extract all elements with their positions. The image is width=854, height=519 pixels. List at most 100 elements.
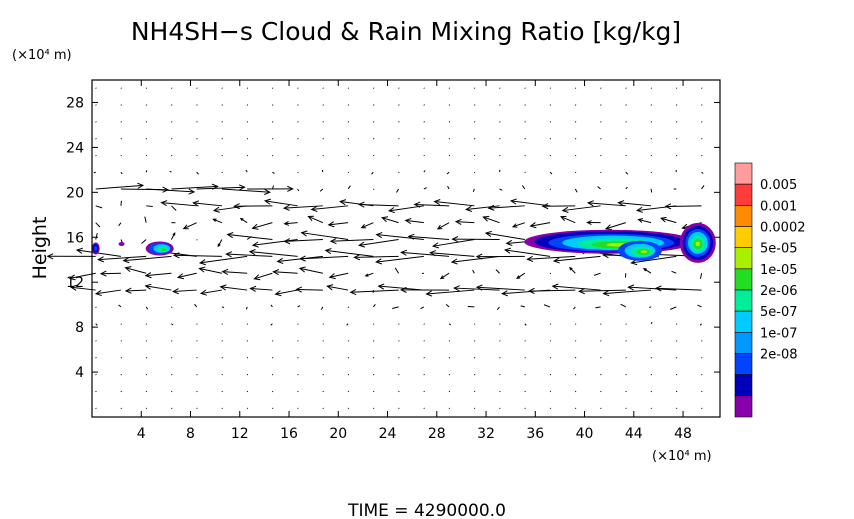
wind-vector (76, 249, 122, 257)
wind-vector (297, 340, 299, 342)
wind-vector (245, 169, 248, 173)
wind-vector (675, 407, 678, 410)
y-tick-label: 20 (66, 185, 84, 201)
wind-vector (625, 357, 627, 359)
wind-vector-head (431, 242, 439, 249)
wind-vector (499, 390, 501, 393)
wind-vector (320, 306, 324, 310)
wind-vector (524, 104, 526, 106)
wind-vector-head (221, 268, 229, 275)
wind-vector (701, 137, 703, 140)
wind-vector (524, 340, 526, 342)
x-tick-label: 44 (625, 426, 643, 442)
wind-vector (440, 272, 450, 279)
wind-vector-head (399, 286, 407, 293)
wind-vector (347, 171, 350, 174)
wind-vector (271, 357, 274, 359)
wind-vector (600, 87, 602, 89)
wind-vector (701, 357, 703, 359)
wind-vector-head (212, 206, 220, 213)
colorbar-label: 0.0002 (760, 221, 806, 236)
wind-vector-head (46, 253, 54, 260)
wind-vector (398, 357, 400, 359)
wind-vector (271, 373, 274, 376)
wind-vector (574, 407, 577, 410)
wind-vector (354, 255, 399, 258)
wind-vector (222, 271, 248, 274)
wind-vector (446, 171, 450, 175)
wind-vector (270, 323, 273, 326)
wind-vector-head (551, 283, 559, 290)
y-tick-label: 4 (75, 365, 84, 381)
wind-vector (701, 104, 703, 106)
wind-vector (423, 87, 425, 89)
wind-vector (448, 121, 451, 123)
wind-vector-head (172, 288, 179, 295)
wind-vector (325, 249, 374, 257)
wind-vector (454, 287, 500, 291)
wind-vector (485, 232, 525, 241)
wind-vector-head (429, 250, 436, 257)
wind-vector (322, 340, 324, 342)
wind-vector (398, 137, 400, 140)
wind-vector-head (475, 253, 483, 260)
wind-vector (145, 87, 148, 89)
wind-vector (213, 218, 223, 224)
wind-vector (527, 255, 576, 260)
wind-vector (246, 373, 249, 376)
wind-vector (448, 407, 451, 410)
wind-vector (196, 373, 198, 376)
colorbar-label: 0.001 (760, 199, 797, 214)
wind-vector (376, 255, 424, 263)
wind-vector-head (69, 284, 77, 291)
wind-vector (250, 287, 273, 291)
wind-vector (301, 232, 349, 241)
wind-vector (650, 188, 653, 193)
wind-vector-head (505, 239, 513, 247)
wind-vector-head (375, 232, 383, 239)
wind-vector-head (298, 266, 306, 273)
wind-vector (510, 200, 551, 207)
wind-vector (600, 137, 602, 140)
wind-vector (221, 390, 223, 393)
wind-vector (271, 185, 275, 190)
wind-vector (95, 306, 97, 308)
wind-vector (95, 184, 144, 190)
wind-vector-head (251, 241, 259, 248)
wind-vector (299, 267, 323, 274)
wind-vector (347, 357, 350, 359)
wind-vector-head (239, 217, 244, 222)
wind-vector (600, 121, 602, 123)
x-tick-label: 28 (428, 426, 446, 442)
wind-vector-head (559, 215, 567, 222)
wind-vector (221, 306, 225, 309)
wind-vector (699, 323, 702, 326)
wind-vector (221, 357, 223, 359)
x-unit-label: (×10⁴ m) (652, 449, 712, 464)
wind-vector-head (380, 216, 389, 223)
wind-vector-head (249, 285, 257, 292)
wind-vector-head (358, 241, 366, 248)
colorbar-cell (734, 289, 753, 312)
wind-vector (549, 407, 552, 410)
wind-vector (95, 137, 97, 140)
wind-vector (170, 121, 173, 123)
wind-vector (95, 390, 97, 393)
wind-vector (495, 269, 500, 274)
wind-vector (625, 137, 627, 140)
wind-vector (499, 323, 501, 325)
wind-vector-head (407, 233, 415, 240)
wind-vector (625, 171, 629, 175)
wind-vector (347, 306, 350, 308)
wind-vector (473, 171, 476, 174)
wind-vector-head (188, 188, 196, 195)
wind-vector (473, 137, 476, 140)
colorbar-label: 2e-08 (760, 348, 798, 363)
wind-vector (381, 217, 399, 224)
wind-vector-head (527, 287, 535, 295)
wind-vector (145, 170, 148, 173)
wind-vector (473, 390, 476, 393)
wind-vector (625, 373, 627, 376)
wind-vector (524, 323, 527, 326)
wind-vector (271, 390, 274, 393)
